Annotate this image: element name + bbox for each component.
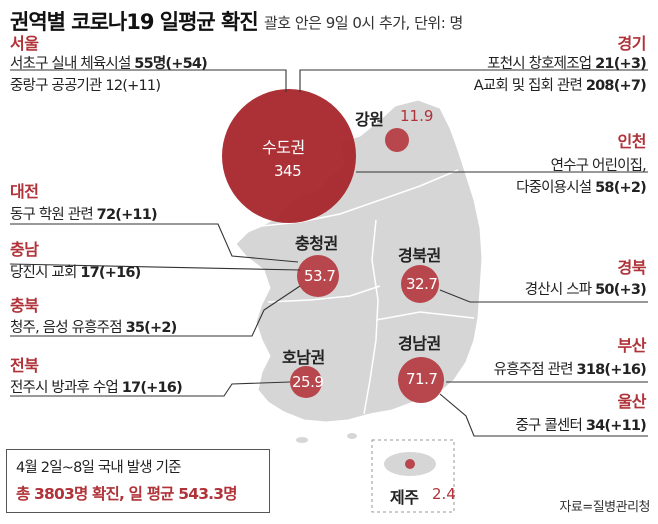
island	[296, 437, 308, 443]
ulsan-item-1: 중구 콜센터 34(+11)	[515, 418, 647, 434]
jeju-value: 2.4	[432, 485, 456, 503]
jeonbuk-item-1: 전주시 방과후 수업 17(+16)	[10, 380, 183, 396]
chungbuk-item-1: 청주, 음성 유흥주점 35(+2)	[10, 320, 177, 336]
leader-gyeonggi	[299, 69, 648, 92]
gyeongnam-label: 경남권	[398, 334, 441, 353]
sudogwon-bubble	[222, 89, 356, 223]
daejeon-item-1: 동구 학원 관련 72(+11)	[10, 207, 158, 223]
gyeonggi-item-1: 포천시 창호제조업 21(+3)	[487, 56, 647, 72]
jeju-frame	[371, 439, 455, 513]
summary-period: 4월 2일~8일 국내 발생 기준	[16, 460, 182, 476]
region-gyeonggi: 경기	[617, 34, 647, 53]
gyeongnam-bubble	[398, 357, 444, 403]
honam-label: 호남권	[282, 348, 325, 367]
gyeongbuk-bubble	[401, 265, 439, 303]
region-busan: 부산	[617, 336, 647, 355]
region-gyeongbuk: 경북	[617, 258, 647, 277]
incheon-item-2: 다중이용시설 58(+2)	[516, 180, 647, 196]
gyeongbuk-item-1: 경산시 스파 50(+3)	[524, 282, 647, 298]
region-jeonbuk: 전북	[10, 356, 39, 375]
leader-ulsan	[439, 393, 648, 437]
summary-total: 총 3803명 확진, 일 평균 543.3명	[16, 485, 238, 503]
leader-daejeon	[10, 223, 299, 263]
chungcheong-bubble	[297, 255, 339, 297]
chungcheong-value: 53.7	[304, 267, 336, 285]
region-divider	[375, 311, 475, 321]
jeju-label: 제주	[390, 488, 419, 507]
leader-chungbuk	[10, 285, 301, 337]
leader-gyeongbuk	[439, 289, 648, 303]
gangwon-bubble	[385, 128, 409, 152]
region-divider	[267, 285, 381, 303]
busan-item-1: 유흥주점 관련 318(+16)	[493, 362, 647, 378]
island	[347, 433, 357, 439]
summary-box	[6, 449, 270, 513]
sudogwon-label: 수도권	[262, 138, 305, 157]
leader-jeonbuk	[10, 381, 291, 397]
region-chungnam: 충남	[10, 240, 39, 259]
region-seoul: 서울	[10, 34, 39, 53]
leader-chungnam	[9, 263, 301, 271]
peninsula-shape	[235, 99, 483, 423]
source-credit: 자료=질병관리청	[559, 500, 650, 515]
region-ulsan: 울산	[617, 392, 647, 411]
seoul-item-2: 중랑구 공공기관 12(+11)	[10, 78, 161, 94]
chungnam-item-1: 당진시 교회 17(+16)	[10, 265, 141, 281]
chungcheong-label: 충청권	[295, 234, 338, 253]
region-incheon: 인천	[617, 132, 647, 151]
gyeongnam-value: 71.7	[406, 370, 438, 388]
region-chungbuk: 충북	[10, 296, 39, 315]
gangwon-label: 강원	[355, 110, 384, 129]
page-subtitle: 괄호 안은 9일 0시 추가, 단위: 명	[264, 14, 463, 32]
gyeongbuk-value: 32.7	[406, 275, 438, 293]
gyeongbuk-label: 경북권	[398, 246, 441, 265]
jeju-bubble	[405, 459, 415, 469]
sudogwon-value: 345	[274, 162, 302, 180]
page-title: 권역별 코로나19 일평균 확진	[10, 10, 259, 34]
leader-lines	[9, 69, 648, 437]
honam-bubble	[290, 366, 322, 398]
seoul-item-1: 서초구 실내 체육시설 55명(+54)	[10, 56, 208, 72]
gyeonggi-item-2: A교회 및 집회 관련 208(+7)	[473, 78, 647, 94]
gangwon-value: 11.9	[400, 107, 434, 125]
leader-seoul	[10, 69, 287, 92]
region-daejeon: 대전	[10, 182, 39, 201]
incheon-item-1: 연수구 어린이집,	[550, 158, 647, 174]
honam-value: 25.9	[292, 373, 324, 391]
